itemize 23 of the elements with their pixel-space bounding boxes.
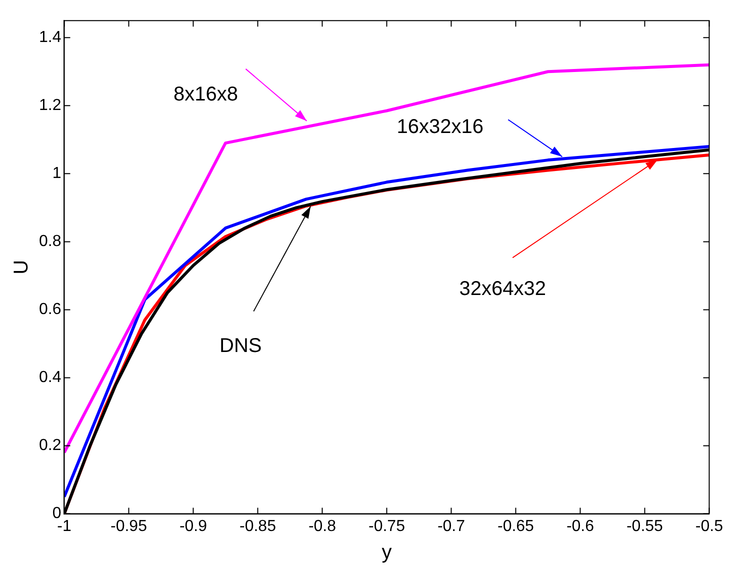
x-tick-label: -0.6 <box>566 518 594 535</box>
y-tick-label: 1 <box>52 165 62 182</box>
x-tick-label: -0.85 <box>240 518 276 535</box>
y-tick-label: 0.2 <box>38 437 62 454</box>
annotation: 8x16x8 <box>174 83 238 106</box>
x-tick-label: -0.95 <box>110 518 148 535</box>
y-tick-label: 0.8 <box>38 233 62 250</box>
y-tick-label: 1.4 <box>38 29 62 46</box>
x-tick-label: -0.7 <box>437 518 466 535</box>
x-tick-label: -0.8 <box>308 518 336 535</box>
annotation: 16x32x16 <box>396 116 484 138</box>
y-tick-label: 0.6 <box>38 301 62 318</box>
y-axis-title: U <box>10 260 33 274</box>
x-tick-label: -0.65 <box>497 518 534 535</box>
annotation: DNS <box>220 334 262 357</box>
y-tick-label: 1.2 <box>38 97 62 114</box>
x-tick-label: -0.5 <box>695 518 724 535</box>
annotation: 32x64x32 <box>459 278 546 300</box>
x-tick-label: -0.75 <box>368 518 406 535</box>
x-tick-label: -0.55 <box>626 518 664 535</box>
y-tick-label: 0.4 <box>38 369 62 386</box>
x-axis-title: y <box>382 542 392 564</box>
x-tick-label: -0.9 <box>179 518 208 535</box>
